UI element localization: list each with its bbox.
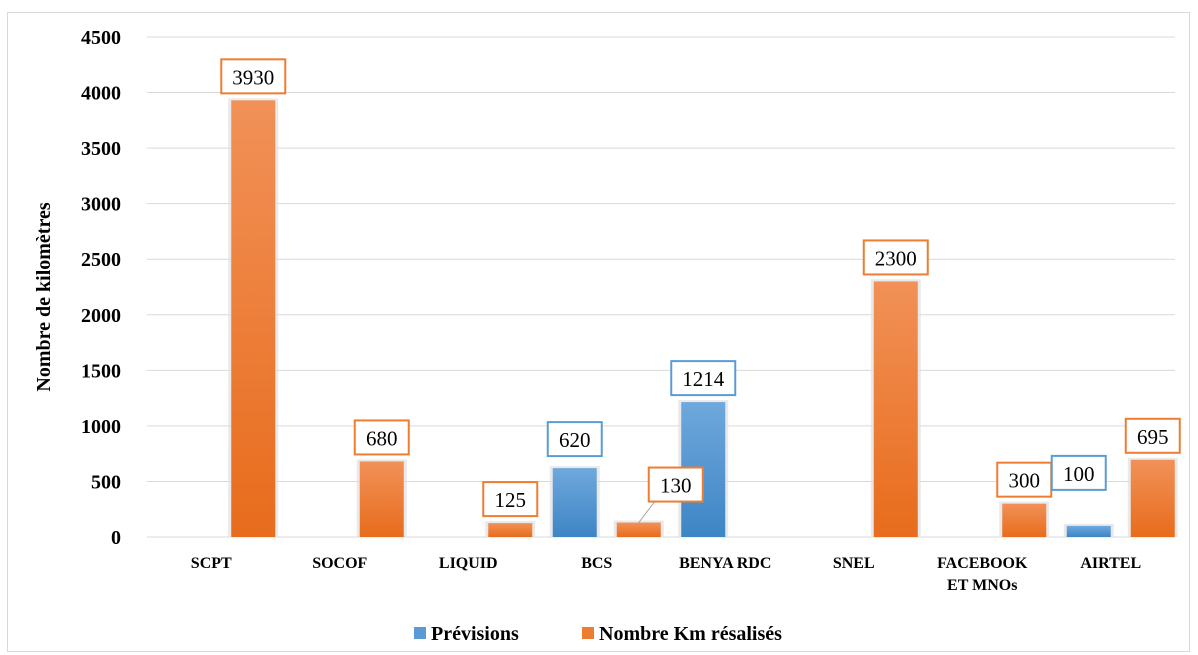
x-axis-categories: SCPT SOCOF LIQUID BCS BENYA RDC SNEL FACEBOOK E… <box>191 555 1141 594</box>
y-tick-label: 2500 <box>81 249 121 271</box>
bar <box>616 522 661 537</box>
data-labels: 3930 680 125 620 130 1214 2300 300 100 695 <box>220 58 1181 523</box>
y-tick-label: 500 <box>91 471 121 493</box>
bar <box>552 468 597 537</box>
data-label-box <box>1050 454 1107 491</box>
data-label: 3930 <box>232 65 274 89</box>
bar <box>1002 503 1047 537</box>
y-axis-ticks: 0 500 1000 1500 2000 2500 3000 3500 4000 4500 <box>81 27 121 549</box>
x-tick-label: ET MNOs <box>947 577 1017 594</box>
y-tick-label: 1000 <box>81 416 121 438</box>
data-label: 1214 <box>682 367 725 391</box>
legend-label: Prévisions <box>431 623 519 645</box>
data-label: 2300 <box>875 246 917 270</box>
y-tick-label: 3500 <box>81 138 121 160</box>
legend: Prévisions Nombre Km résalisés <box>414 623 782 645</box>
x-tick-label: BENYA RDC <box>679 555 771 572</box>
x-tick-label: SNEL <box>833 555 875 572</box>
data-label-box <box>862 239 929 276</box>
bar <box>231 100 276 537</box>
data-label: 100 <box>1063 462 1095 486</box>
data-label: 130 <box>660 474 692 498</box>
data-label-box <box>670 360 737 397</box>
y-tick-label: 4500 <box>81 27 121 49</box>
x-tick-label: SOCOF <box>312 555 367 572</box>
data-label-box <box>220 58 287 95</box>
data-label-box <box>1124 417 1181 454</box>
bar <box>488 523 533 537</box>
bars <box>228 98 1178 537</box>
data-label: 125 <box>495 488 527 512</box>
y-tick-label: 4000 <box>81 83 121 105</box>
data-label-box <box>353 419 410 456</box>
legend-swatch <box>414 627 426 639</box>
bar <box>1130 459 1175 537</box>
y-axis-title: Nombre de kilomètres <box>33 202 55 391</box>
x-tick-label: BCS <box>581 555 612 572</box>
bar <box>1066 525 1111 537</box>
data-label-box <box>647 466 704 503</box>
data-label-box <box>546 421 603 458</box>
data-label-box <box>482 481 539 518</box>
y-tick-label: 1500 <box>81 360 121 382</box>
label-leader-line <box>638 501 656 523</box>
bar <box>359 461 404 537</box>
x-tick-label: LIQUID <box>439 555 498 572</box>
data-label: 695 <box>1137 425 1169 449</box>
y-tick-label: 2000 <box>81 305 121 327</box>
y-tick-label: 3000 <box>81 194 121 216</box>
bar <box>873 281 918 537</box>
x-tick-label: FACEBOOK <box>937 555 1028 572</box>
y-tick-label: 0 <box>111 527 121 549</box>
data-label: 680 <box>366 426 398 450</box>
legend-swatch <box>582 627 594 639</box>
x-tick-label: SCPT <box>191 555 232 572</box>
chart-frame <box>7 12 1190 652</box>
x-tick-label: AIRTEL <box>1080 555 1141 572</box>
legend-label: Nombre Km résalisés <box>599 623 782 645</box>
data-label: 300 <box>1009 469 1041 493</box>
data-label: 620 <box>559 428 591 452</box>
